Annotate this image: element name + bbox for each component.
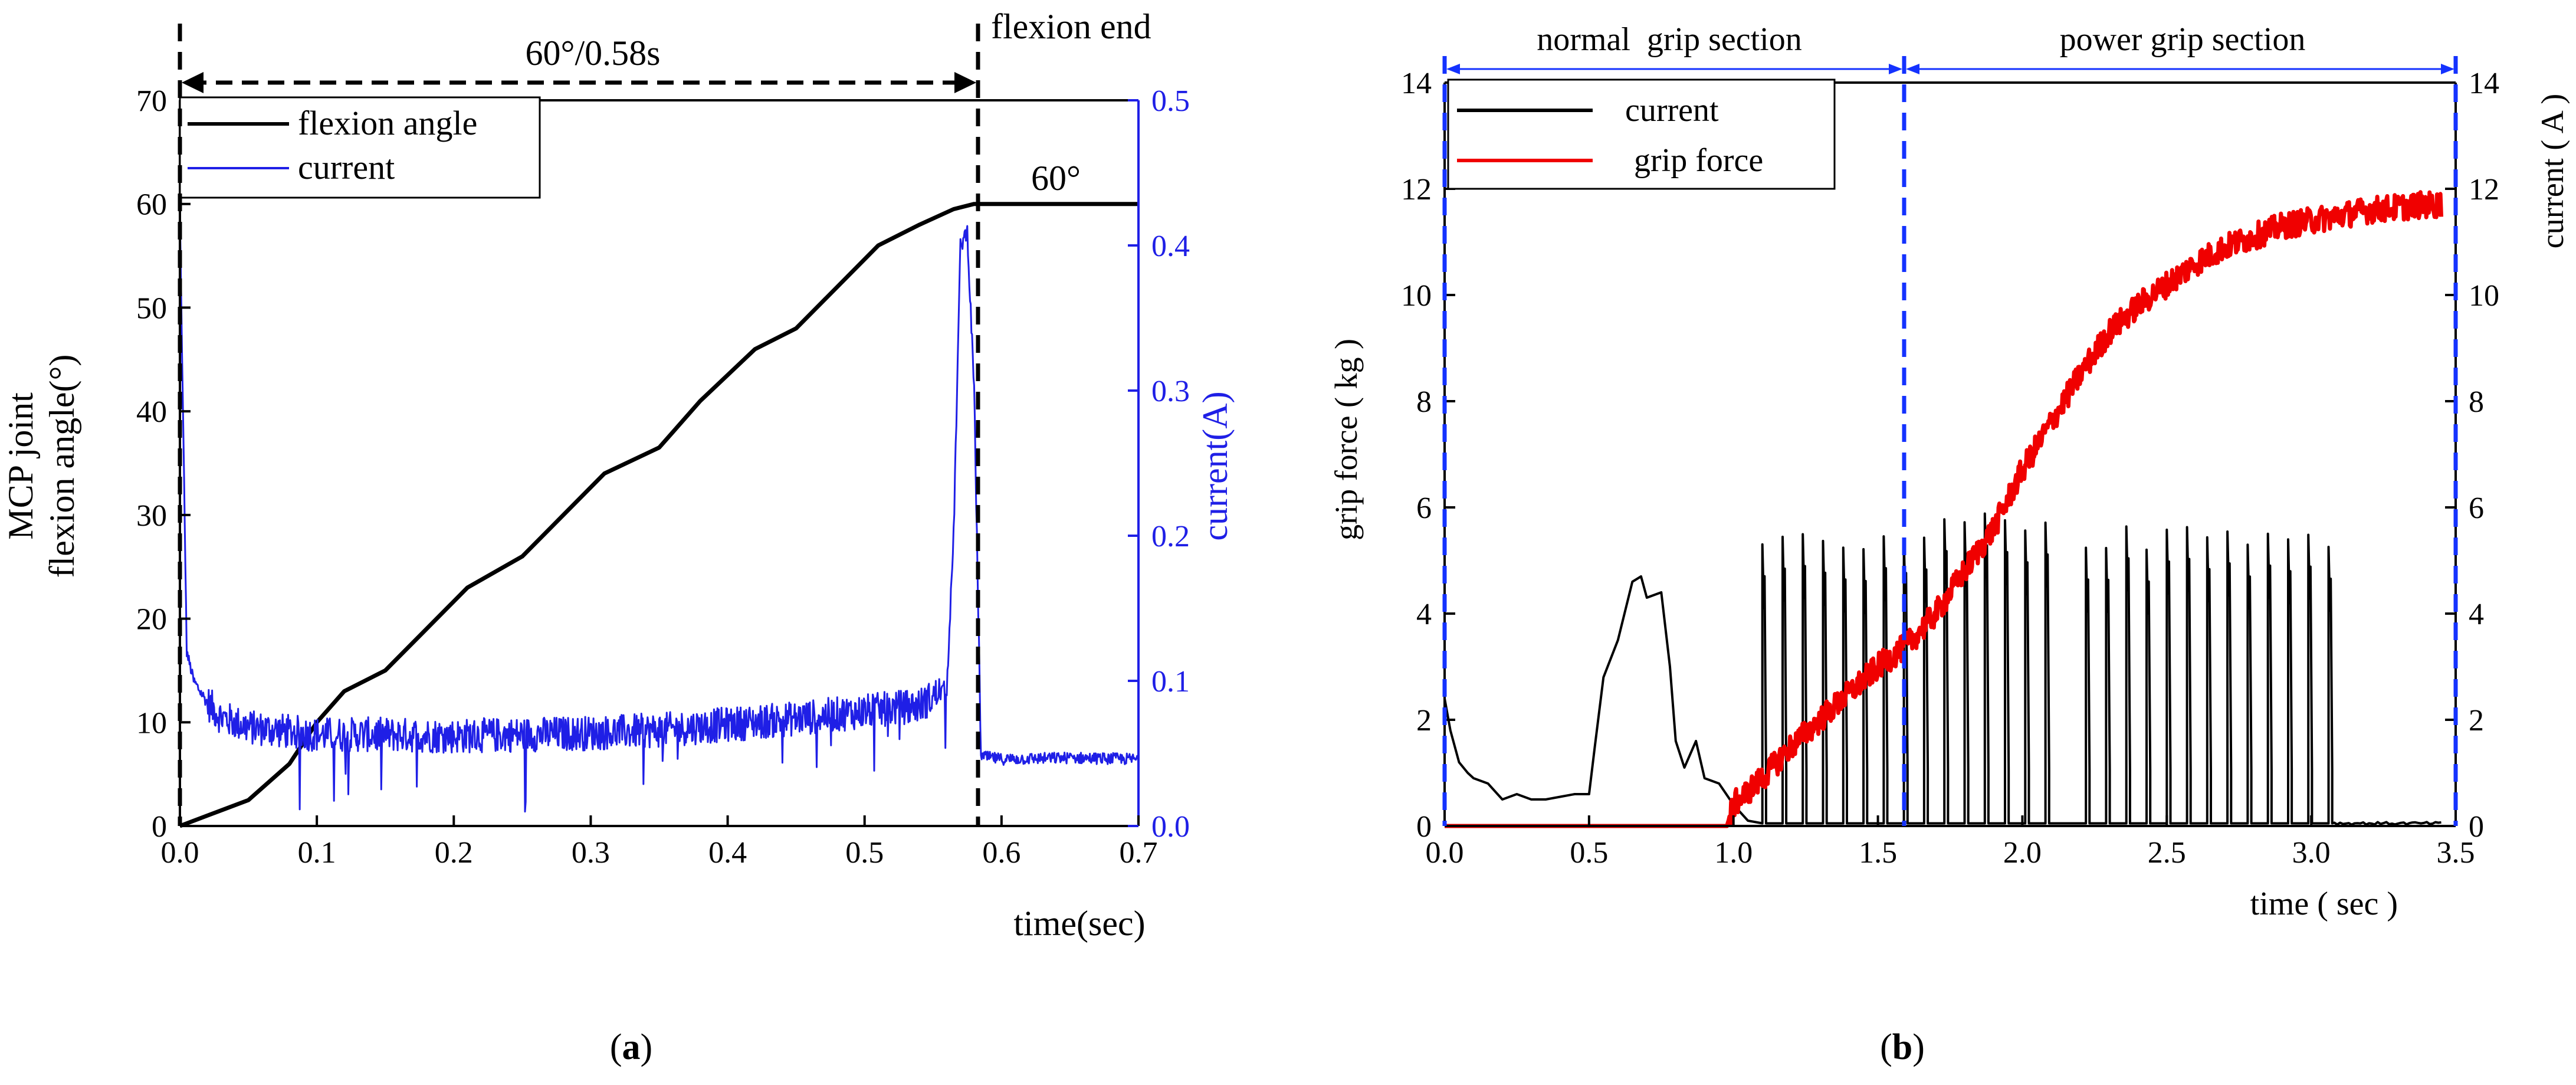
panel-b-x-tick-label: 1.0: [1714, 836, 1753, 870]
panel-a-y-tick-label: 60: [136, 188, 167, 222]
legend-label-current-b: current: [1625, 92, 1719, 129]
legend-label-grip-force: grip force: [1634, 142, 1763, 179]
panel-b-caption: (b): [1880, 1027, 1925, 1067]
panel-b-series-current: [1443, 512, 2442, 826]
panel-b-plot-area: [1445, 83, 2456, 826]
power-grip-arrow-right-head: [2441, 64, 2454, 74]
panel-b-x-tick-label: 0.5: [1570, 836, 1608, 870]
panel-a-x-tick-label: 0.6: [982, 836, 1020, 870]
panel-b-y-tick-label: 10: [1401, 279, 1432, 313]
panel-b-x-tick-label: 2.5: [2148, 836, 2186, 870]
panel-b-y-tick-label: 8: [1416, 385, 1432, 419]
panel-b-annotations: normal grip section power grip section: [1442, 21, 2458, 826]
annotation-final-angle: 60°: [1031, 159, 1081, 198]
panel-b-y2-tick-label: 2: [2469, 704, 2484, 737]
panel-a-caption: (a): [610, 1027, 652, 1067]
annotation-flexion-end: flexion end: [991, 7, 1151, 46]
panel-b-legend: current grip force: [1447, 78, 1836, 190]
panel-a-x-tick-label: 0.4: [708, 836, 747, 870]
panel-b-x-tick-label: 3.0: [2292, 836, 2331, 870]
panel-a-x-tick-label: 0.0: [161, 836, 199, 870]
panel-a-y-tick-label: 70: [136, 84, 167, 118]
panel-a-ylabel-line2: flexion angle(°): [42, 355, 81, 578]
panel-a-y2label: current(A): [1196, 391, 1235, 540]
panel-b-y2-tick-label: 0: [2469, 810, 2484, 844]
panel-a-y2-tick-label: 0.1: [1151, 665, 1190, 699]
panel-a-x-tick-label: 0.5: [845, 836, 884, 870]
legend-label-current: current: [298, 148, 395, 186]
panel-b-y-tick-label: 4: [1416, 598, 1432, 631]
normal-grip-arrow-right-head: [1889, 64, 1902, 74]
panel-a-y-tick-label: 0: [152, 810, 167, 844]
panel-a-y2-tick-label: 0.5: [1151, 84, 1190, 118]
panel-a-x-tick-label: 0.1: [298, 836, 336, 870]
duration-arrow-right-head: [954, 72, 976, 93]
panel-a-x-tick-label: 0.7: [1120, 836, 1158, 870]
legend-label-flexion-angle: flexion angle: [298, 104, 477, 142]
annotation-normal-grip-section: normal grip section: [1537, 21, 1801, 58]
panel-b-x-tick-label: 3.5: [2437, 836, 2475, 870]
panel-b-x-tick-label: 1.5: [1859, 836, 1897, 870]
panel-a-xlabel: time(sec): [1013, 904, 1145, 943]
panel-b-y2-tick-label: 4: [2469, 598, 2484, 631]
panel-b-y2label: current ( A ): [2535, 94, 2570, 248]
panel-b-caption-letter: b: [1892, 1027, 1912, 1067]
panel-a-y-tick-label: 10: [136, 706, 167, 740]
normal-grip-arrow-left-head: [1446, 64, 1460, 74]
panel-a-y2-tick-label: 0.0: [1151, 810, 1190, 844]
panel-b-y2-tick-label: 8: [2469, 385, 2484, 419]
panel-b-ticks: 0.0 0.5 1.0 1.5 2.0 2.5 3.0 3.50246810121402468…: [1401, 67, 2499, 870]
panel-b: 0.0 0.5 1.0 1.5 2.0 2.5 3.0 3.50246810121402468…: [1328, 21, 2570, 1067]
panel-a-y-tick-label: 40: [136, 395, 167, 429]
panel-b-y2-tick-label: 12: [2469, 173, 2499, 206]
panel-a-annotations: 60°/0.58s flexion end 60°: [178, 7, 1151, 826]
annotation-duration: 60°/0.58s: [525, 34, 660, 73]
panel-a-y-tick-label: 20: [136, 603, 167, 637]
panel-b-y2-tick-label: 14: [2469, 67, 2499, 100]
panel-a-ticks: 0.0 0.1 0.2 0.3 0.4 0.5 0.6 0.7 0 10 20 30 40 50 60 70 0…: [136, 84, 1190, 870]
panel-b-ylabel: grip force ( kg ): [1328, 339, 1364, 540]
panel-b-xlabel: time ( sec ): [2250, 886, 2398, 922]
panel-a-y2-tick-label: 0.4: [1151, 230, 1190, 263]
annotation-power-grip-section: power grip section: [2060, 21, 2306, 58]
panel-a-y2-tick-label: 0.2: [1151, 520, 1190, 553]
panel-b-y2-tick-label: 6: [2469, 491, 2484, 525]
panel-a-series-flexion-angle: [179, 202, 1138, 828]
panel-b-y-tick-label: 6: [1416, 491, 1432, 525]
panel-a-caption-letter: a: [622, 1027, 641, 1067]
panel-b-y-tick-label: 2: [1416, 704, 1432, 737]
panel-b-y-tick-label: 0: [1416, 810, 1432, 844]
power-grip-arrow-left-head: [1906, 64, 1919, 74]
panel-b-y-tick-label: 14: [1401, 67, 1432, 100]
panel-b-x-tick-label: 0.0: [1426, 836, 1464, 870]
panel-b-y2-tick-label: 10: [2469, 279, 2499, 313]
panel-a-ylabel-line1: MCP joint: [1, 392, 40, 540]
panel-a-y-tick-label: 50: [136, 291, 167, 325]
panel-a-y2-tick-label: 0.3: [1151, 375, 1190, 408]
panel-b-plot-background: [1445, 83, 2456, 826]
panel-b-y-tick-label: 12: [1401, 173, 1432, 206]
duration-arrow-left-head: [182, 72, 204, 93]
panel-a-x-tick-label: 0.3: [572, 836, 610, 870]
panel-a-y-tick-label: 30: [136, 499, 167, 533]
panel-a-x-tick-label: 0.2: [435, 836, 473, 870]
panel-a: 0.0 0.1 0.2 0.3 0.4 0.5 0.6 0.7 0 10 20 30 40 50 60 70 0…: [1, 7, 1235, 1067]
panel-b-x-tick-label: 2.0: [2003, 836, 2042, 870]
panel-a-legend: flexion angle current: [179, 96, 541, 199]
